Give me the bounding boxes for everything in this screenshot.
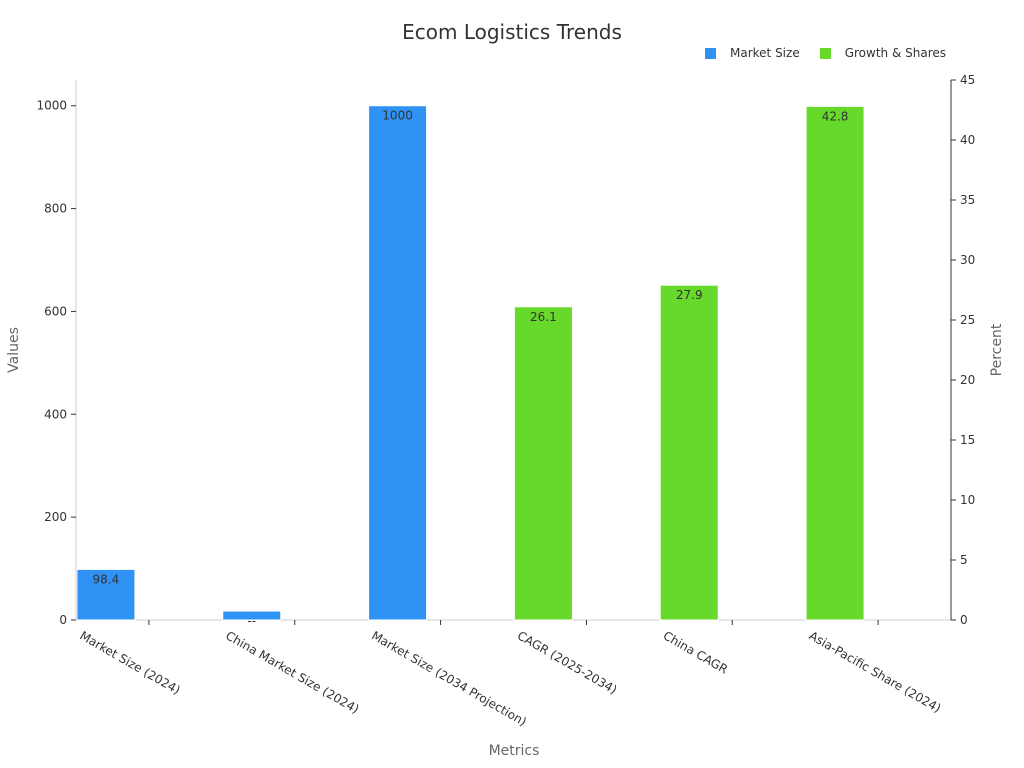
y-tick-label: 1000 [36,99,67,113]
legend-item-market-size[interactable]: Market Size [705,46,800,60]
chart-title: Ecom Logistics Trends [402,20,622,44]
x-tick-label: China CAGR [661,628,730,676]
x-tick-label: Market Size (2034 Projection) [369,628,529,728]
y2-axis-title: Percent [989,323,1005,376]
y-tick-label: 800 [44,202,67,216]
y-tick-label: 600 [44,304,67,318]
x-tick-label: Asia-Pacific Share (2024) [807,628,944,715]
data-label: 42.8 [822,109,849,123]
y2-tick-label: 30 [960,253,975,267]
legend-swatch [819,47,831,59]
legend-swatch [705,47,716,59]
y2-tick-label: 15 [960,433,975,447]
y-axis-title: Values [6,327,22,373]
data-label: -- [247,614,256,628]
data-label: 98.4 [93,572,120,586]
x-axis-title: Metrics [489,743,540,759]
data-label: 27.9 [676,288,703,302]
legend-item-growth-shares[interactable]: Growth & Shares [819,46,947,60]
y2-tick-label: 45 [960,73,975,87]
y2-tick-label: 10 [960,493,975,507]
legend-label: Market Size [730,46,800,60]
legend: Market Size Growth & Shares [705,46,966,60]
y2-tick-label: 25 [960,313,975,327]
bar-growth-shares [659,284,719,621]
bar-market-size [76,568,136,621]
legend-label: Growth & Shares [844,46,947,60]
bar-market-size [368,105,428,621]
data-label: 26.1 [530,310,557,324]
bar-market-size [222,610,282,621]
y2-tick-label: 0 [960,613,968,627]
data-label: 1000 [382,109,413,123]
y2-tick-label: 20 [960,373,975,387]
y-tick-label: 200 [44,510,67,524]
y-tick-label: 400 [44,407,67,421]
x-tick-label: CAGR (2025-2034) [515,628,620,696]
x-tick-label: Market Size (2024) [77,628,182,697]
y2-tick-label: 35 [960,193,975,207]
bar-growth-shares [513,306,573,621]
bar-growth-shares [805,105,865,621]
y2-tick-label: 40 [960,133,975,147]
y2-tick-label: 5 [960,553,968,567]
y-tick-label: 0 [59,613,67,627]
x-tick-label: China Market Size (2024) [223,628,361,716]
